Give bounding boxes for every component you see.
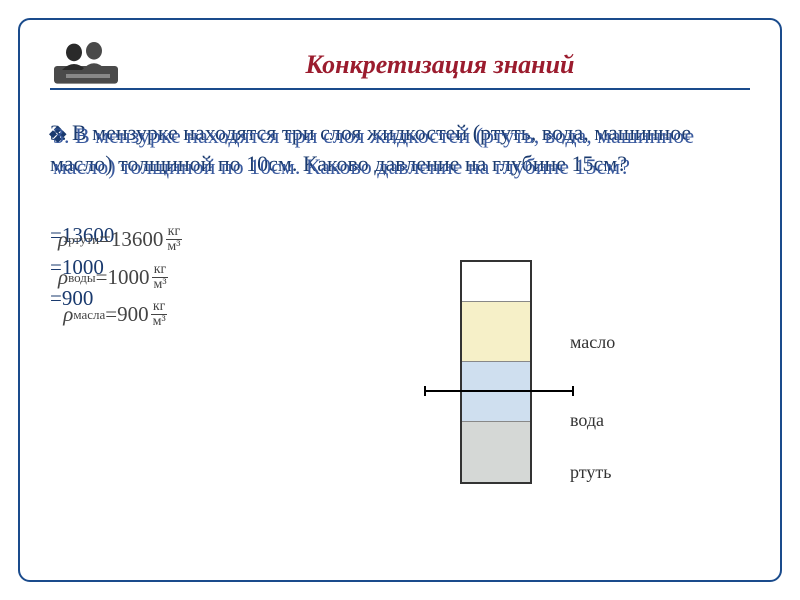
liquid-diagram: масло вода ртуть — [460, 260, 740, 520]
header: Конкретизация знаний — [50, 40, 750, 100]
val-mercury: 13600 — [111, 224, 164, 256]
divider — [50, 88, 750, 90]
val-oil: 900 — [117, 299, 149, 331]
label-water: вода — [570, 410, 604, 431]
problem-text-overlay: 3. В мензурке находятся три слоя жидкост… — [53, 121, 750, 183]
rho-symbol: ρ — [58, 262, 68, 294]
unit-frac: кгм³ — [151, 300, 168, 329]
unit-frac: кгм³ — [165, 225, 182, 254]
layer-oil — [462, 302, 530, 362]
sub-oil: масла — [73, 305, 105, 325]
unit-frac: кгм³ — [151, 263, 168, 292]
depth-marker-line — [424, 390, 574, 392]
density-water: ρводы=1000кгм³ — [58, 262, 182, 294]
density-mercury: ρртути=13600кгм³ — [58, 224, 182, 256]
sub-water: воды — [68, 268, 96, 288]
cylinder — [460, 260, 532, 484]
layer-air — [462, 262, 530, 302]
sub-mercury: ртути — [68, 230, 99, 250]
rho-symbol: ρ — [63, 299, 73, 331]
layer-mercury — [462, 422, 530, 482]
val-water: 1000 — [107, 262, 149, 294]
label-mercury: ртуть — [570, 462, 611, 483]
slide-title: Конкретизация знаний — [130, 40, 750, 80]
rho-symbol: ρ — [58, 224, 68, 256]
density-formulas: ρртути=13600кгм³ ρводы=1000кгм³ ρмасла=9… — [58, 224, 182, 337]
slide-frame: Конкретизация знаний ❖ 3. В мензурке нах… — [18, 18, 782, 582]
layer-water — [462, 362, 530, 422]
label-oil: масло — [570, 332, 615, 353]
people-silhouette-icon — [50, 28, 130, 88]
density-oil: ρмасла=900кгм³ — [58, 299, 182, 331]
